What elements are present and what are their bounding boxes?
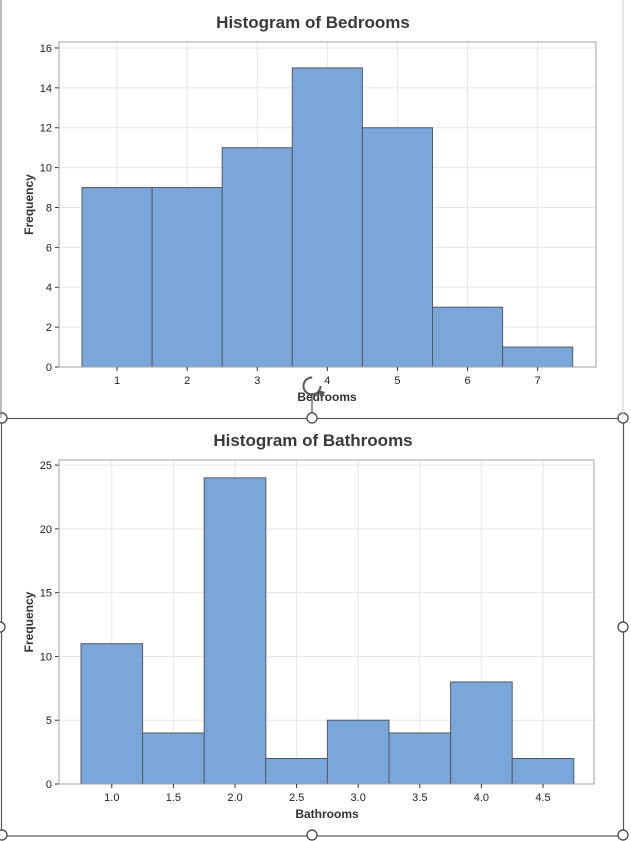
x-tick-label: 3 (254, 375, 260, 387)
x-tick-label: 4.0 (474, 792, 489, 804)
y-tick-label: 25 (40, 460, 52, 472)
y-tick-label: 15 (40, 588, 52, 600)
chart-title: Histogram of Bedrooms (216, 13, 410, 32)
y-tick-label: 16 (40, 43, 52, 55)
rotate-arrow-arc (302, 376, 322, 396)
resize-handle-bottom-left[interactable] (0, 829, 8, 841)
histogram-bar-6[interactable] (432, 306, 504, 368)
plot-frame (58, 459, 595, 785)
y-tick-label: 0 (46, 779, 52, 791)
x-tick-label: 6 (464, 375, 470, 387)
y-axis-label: Frequency (22, 591, 36, 652)
y-tick-label: 2 (46, 322, 52, 334)
x-tick-label: 4 (324, 375, 330, 387)
y-tick-label: 8 (46, 202, 52, 214)
y-tick-label: 20 (40, 524, 52, 536)
resize-handle-middle-left[interactable] (0, 621, 6, 633)
x-axis-label: Bathrooms (295, 807, 359, 821)
histogram-bar-4.0[interactable] (450, 681, 513, 785)
x-tick-label: 5 (394, 375, 400, 387)
resize-handle-top-left[interactable] (0, 412, 8, 424)
resize-handle-top-center[interactable] (306, 412, 318, 424)
y-tick-label: 6 (46, 242, 52, 254)
x-tick-label: 2 (184, 375, 190, 387)
histogram-bar-5[interactable] (361, 127, 433, 368)
x-tick-label: 3.5 (412, 792, 427, 804)
y-tick-label: 5 (46, 715, 52, 727)
histogram-bar-4[interactable] (291, 67, 363, 368)
histogram-bar-3.5[interactable] (388, 732, 452, 785)
y-tick-label: 12 (40, 123, 52, 135)
resize-handle-bottom-right[interactable] (617, 829, 629, 841)
chart-title: Histogram of Bathrooms (213, 431, 412, 450)
y-tick-label: 4 (46, 282, 52, 294)
x-tick-label: 4.5 (535, 792, 550, 804)
y-tick-label: 10 (40, 651, 52, 663)
x-tick-label: 2.5 (289, 792, 304, 804)
graph-selection-frame[interactable] (0, 412, 629, 841)
histogram-bar-3.0[interactable] (326, 719, 390, 785)
histogram-bar-7[interactable] (502, 346, 574, 368)
rotate-arrow-head (318, 390, 325, 398)
histogram-panel-2[interactable]: Histogram of Bathrooms 0 5 10 15 20 25 1.0 1.5 2.… (22, 431, 595, 821)
histogram-bar-2[interactable] (151, 187, 223, 368)
histogram-bar-1.0[interactable] (80, 643, 144, 785)
x-tick-label: 3.0 (351, 792, 366, 804)
resize-handle-bottom-center[interactable] (306, 829, 318, 841)
y-tick-label: 14 (40, 83, 52, 95)
x-tick-label: 1.0 (104, 792, 119, 804)
x-tick-label: 2.0 (227, 792, 242, 804)
histogram-bar-2.0[interactable] (203, 477, 267, 785)
y-axis-label: Frequency (22, 174, 36, 235)
rotate-handle-icon[interactable] (302, 376, 326, 414)
histogram-bar-1.5[interactable] (142, 732, 205, 785)
x-tick-label: 1 (114, 375, 120, 387)
y-tick-label: 0 (46, 362, 52, 374)
x-tick-label: 1.5 (166, 792, 181, 804)
resize-handle-middle-right[interactable] (617, 621, 629, 633)
histogram-bar-2.5[interactable] (265, 757, 328, 785)
y-tick-label: 10 (40, 163, 52, 175)
x-tick-label: 7 (535, 375, 541, 387)
histogram-bar-3[interactable] (221, 147, 293, 368)
histogram-bar-1[interactable] (81, 187, 153, 368)
histogram-bar-4.5[interactable] (511, 757, 575, 785)
